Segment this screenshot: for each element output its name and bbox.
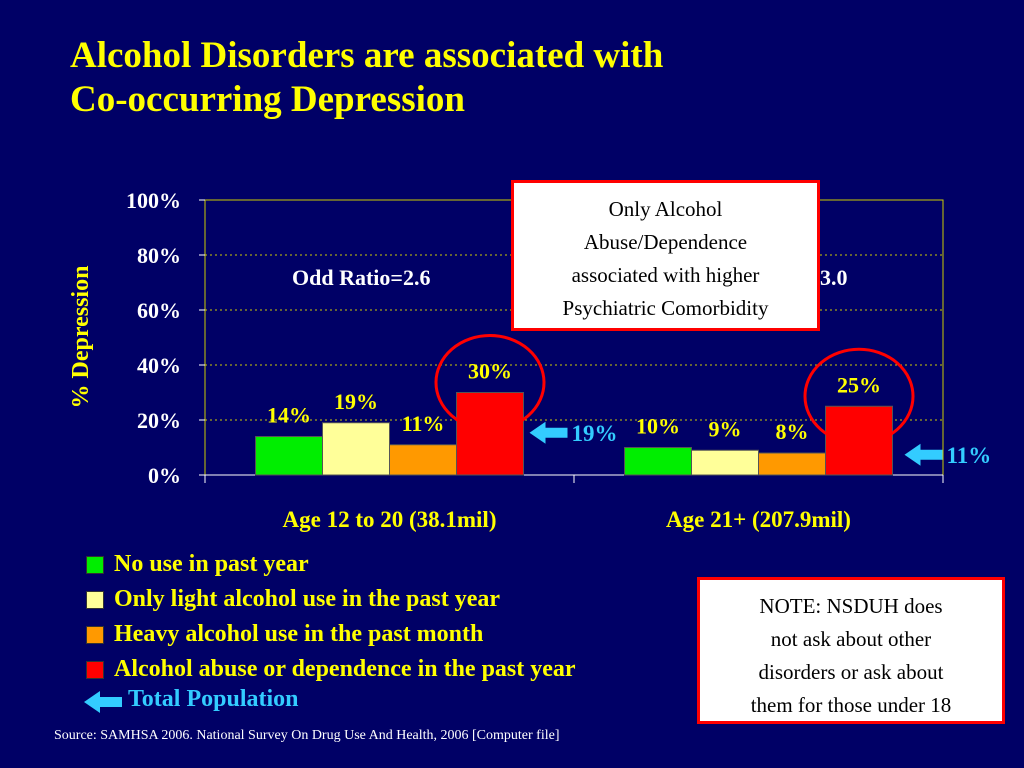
legend-item-heavy-use: Heavy alcohol use in the past month xyxy=(86,617,576,652)
highlight-circles xyxy=(434,334,915,445)
category-labels: Age 12 to 20 (38.1mil) Age 21+ (207.9mil) xyxy=(283,507,851,532)
data-label: 30% xyxy=(468,359,512,384)
legend-swatch xyxy=(86,590,104,609)
data-label: 11% xyxy=(402,411,445,436)
legend-item-no-use: No use in past year xyxy=(86,547,576,582)
callout-line: Only Alcohol xyxy=(608,197,723,221)
category-label: Age 21+ (207.9mil) xyxy=(666,507,851,532)
y-tick-label: 100% xyxy=(126,188,181,213)
y-tick-label: 20% xyxy=(137,408,181,433)
callout-note: NOTE: NSDUH does not ask about other dis… xyxy=(697,577,1005,724)
note-line: NOTE: NSDUH does xyxy=(759,594,943,618)
total-arrow xyxy=(904,443,943,466)
y-tick-label: 0% xyxy=(148,463,181,488)
data-label: 10% xyxy=(636,414,680,439)
legend-label: Only light alcohol use in the past year xyxy=(114,586,501,612)
legend-item-total-population: Total Population xyxy=(84,686,299,713)
bar xyxy=(389,444,457,476)
y-tick-label: 80% xyxy=(137,243,181,268)
bar xyxy=(255,436,323,476)
odds-ratio-1: Odd Ratio=2.6 xyxy=(292,265,430,290)
highlight-circle xyxy=(803,347,915,445)
data-label: 19% xyxy=(334,389,378,414)
y-axis-label: % Depression xyxy=(68,266,94,409)
callout-line: associated with higher xyxy=(571,263,760,287)
source-citation: Source: SAMHSA 2006. National Survey On … xyxy=(54,728,560,743)
total-arrow xyxy=(529,421,568,444)
arrow-left-icon xyxy=(84,691,122,713)
odds-ratio-2: 3.0 xyxy=(820,265,848,290)
legend-swatch xyxy=(86,660,104,679)
y-tick-label: 40% xyxy=(137,353,181,378)
note-line: not ask about other xyxy=(770,627,932,651)
data-label: 8% xyxy=(776,419,809,444)
note-line: them for those under 18 xyxy=(750,693,952,717)
data-label: 9% xyxy=(709,416,742,441)
legend-swatch xyxy=(86,625,104,644)
legend-label: Total Population xyxy=(128,686,299,712)
legend-item-light-use: Only light alcohol use in the past year xyxy=(86,582,576,617)
callout-comorbidity: Only Alcohol Abuse/Dependence associated… xyxy=(511,180,820,331)
title-line-1: Alcohol Disorders are associated with xyxy=(70,35,664,76)
note-line: disorders or ask about xyxy=(758,660,944,684)
category-label: Age 12 to 20 (38.1mil) xyxy=(283,507,497,532)
total-label: 11% xyxy=(947,443,992,468)
legend-item-abuse: Alcohol abuse or dependence in the past … xyxy=(86,652,576,687)
legend-total-arrow xyxy=(84,691,122,713)
bar xyxy=(624,447,692,476)
bar xyxy=(322,422,390,476)
total-population-markers: 19% 11% xyxy=(529,421,992,468)
y-tick-label: 60% xyxy=(137,298,181,323)
legend-swatch xyxy=(86,555,104,574)
callout-line: Psychiatric Comorbidity xyxy=(562,296,769,320)
y-tick-labels: 0% 20% 40% 60% 80% 100% xyxy=(126,188,181,488)
highlight-circle xyxy=(434,334,546,431)
bar xyxy=(758,452,826,476)
bar xyxy=(691,449,759,476)
bar xyxy=(825,405,893,476)
total-label: 19% xyxy=(572,421,618,446)
legend: No use in past year Only light alcohol u… xyxy=(86,547,576,687)
data-label: 25% xyxy=(837,372,881,397)
title-line-2: Co-occurring Depression xyxy=(70,79,465,120)
legend-label: Heavy alcohol use in the past month xyxy=(114,621,484,647)
bar xyxy=(456,392,524,476)
slide-title: Alcohol Disorders are associated with Co… xyxy=(70,34,970,122)
bars: 14% 19% 11% 30% 10% 9% 8% 25% xyxy=(255,359,893,476)
callout-line: Abuse/Dependence xyxy=(583,230,748,254)
legend-label: Alcohol abuse or dependence in the past … xyxy=(114,656,576,682)
data-label: 14% xyxy=(267,403,311,428)
legend-label: No use in past year xyxy=(114,551,309,577)
